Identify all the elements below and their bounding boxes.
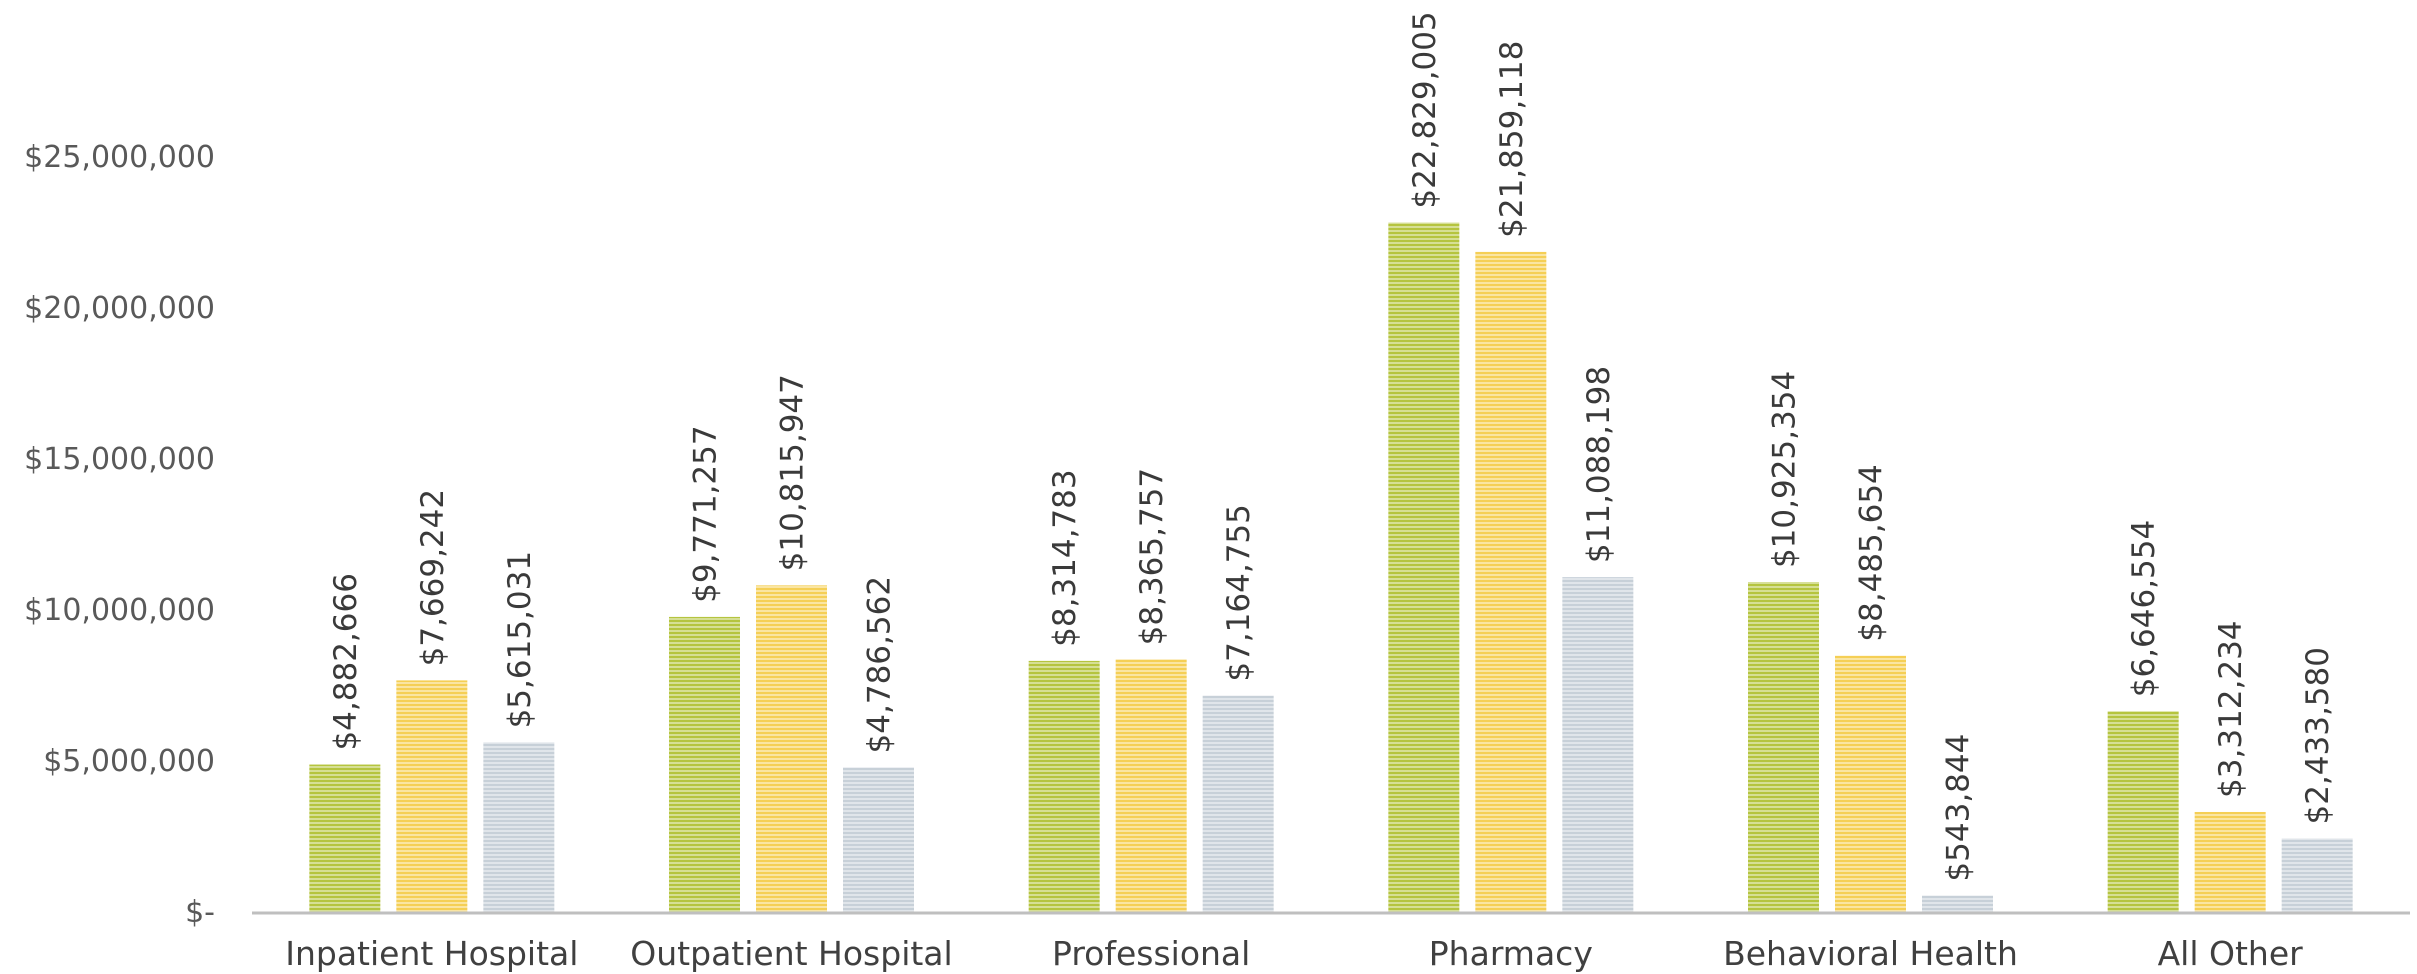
data-labels-group: $4,882,666 $7,669,242 $5,615,031 $9,771,257…: [328, 11, 2336, 881]
bar: [2194, 811, 2266, 912]
x-category-label: Professional: [1052, 934, 1250, 973]
data-label: $11,088,198: [1581, 366, 1617, 563]
bar: [1562, 577, 1634, 912]
x-category-label: Inpatient Hospital: [285, 934, 578, 973]
bar: [1202, 695, 1274, 912]
data-label: $8,365,757: [1134, 468, 1170, 646]
data-label: $6,646,554: [2126, 520, 2162, 698]
data-label: $10,815,947: [775, 374, 811, 571]
y-axis: $- $5,000,000 $10,000,000 $15,000,000 $20,00…: [24, 140, 215, 930]
data-label: $7,669,242: [415, 489, 451, 667]
bar: [1028, 660, 1100, 912]
bar: [843, 767, 914, 912]
y-tick-label: $20,000,000: [24, 291, 215, 326]
y-tick-label: $-: [185, 895, 215, 930]
bar: [1748, 582, 1819, 912]
data-label: $4,786,562: [862, 576, 898, 754]
bar: [756, 585, 827, 912]
data-label: $9,771,257: [688, 425, 724, 603]
x-category-label: All Other: [2158, 934, 2304, 973]
bar: [396, 680, 468, 912]
y-tick-label: $10,000,000: [24, 593, 215, 628]
y-tick-label: $5,000,000: [43, 744, 215, 779]
x-category-label: Behavioral Health: [1723, 934, 2018, 973]
bar: [2107, 711, 2179, 912]
x-category-label: Outpatient Hospital: [630, 934, 952, 973]
bar: [483, 742, 555, 912]
data-label: $22,829,005: [1407, 11, 1443, 208]
y-tick-label: $25,000,000: [24, 140, 215, 175]
data-label: $7,164,755: [1221, 504, 1257, 682]
bars-group: [309, 222, 2353, 913]
bar: [1475, 251, 1547, 913]
bar: [1388, 222, 1460, 912]
data-label: $4,882,666: [328, 573, 364, 751]
y-tick-label: $15,000,000: [24, 442, 215, 477]
data-label: $10,925,354: [1767, 371, 1803, 568]
data-label: $8,485,654: [1854, 464, 1890, 642]
data-label: $21,859,118: [1494, 41, 1530, 238]
bar: [1115, 659, 1187, 912]
bar: [2281, 838, 2353, 912]
bar: [1835, 655, 1906, 912]
data-label: $543,844: [1941, 734, 1977, 882]
data-label: $2,433,580: [2300, 647, 2336, 825]
bar: [1922, 895, 1993, 912]
x-axis: Inpatient Hospital Outpatient Hospital Pro…: [285, 934, 2303, 973]
x-category-label: Pharmacy: [1429, 934, 1593, 973]
bar: [309, 764, 381, 912]
data-label: $3,312,234: [2213, 620, 2249, 798]
data-label: $5,615,031: [502, 551, 538, 729]
data-label: $8,314,783: [1047, 469, 1083, 647]
bar: [669, 616, 740, 912]
